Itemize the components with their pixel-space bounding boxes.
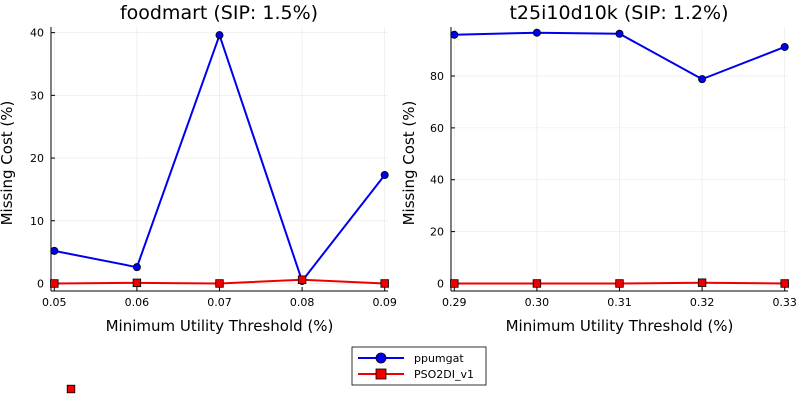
chart-title: foodmart (SIP: 1.5%)	[120, 2, 318, 24]
legend-marker-ppumgat	[375, 352, 387, 364]
data-point-ppumgat	[532, 28, 541, 37]
data-point-PSO2DI_v1	[132, 278, 142, 288]
y-tick-label: 40	[430, 174, 444, 187]
y-tick-label: 40	[30, 27, 44, 40]
data-point-PSO2DI_v1	[215, 279, 224, 288]
x-tick-label: 0.31	[607, 296, 632, 309]
x-tick-label: 0.08	[290, 296, 315, 309]
legend-box	[351, 346, 487, 386]
y-tick-label: 0	[437, 277, 444, 290]
data-point-PSO2DI_v1	[297, 275, 307, 284]
x-tick-label: 0.05	[42, 296, 67, 309]
data-point-PSO2DI_v1	[615, 279, 624, 288]
x-axis-title: Minimum Utility Threshold (%)	[506, 317, 734, 335]
y-tick-label: 10	[30, 215, 44, 228]
data-point-ppumgat	[50, 246, 59, 255]
y-tick-label: 20	[430, 226, 444, 239]
data-point-PSO2DI_v1	[780, 279, 789, 288]
x-tick-label: 0.30	[525, 296, 550, 309]
x-tick-label: 0.32	[690, 296, 715, 309]
y-tick-label: 80	[430, 70, 444, 83]
y-axis-title: Missing Cost (%)	[0, 101, 16, 226]
x-tick-label: 0.06	[125, 296, 150, 309]
y-tick-label: 0	[37, 277, 44, 290]
data-point-ppumgat	[132, 263, 141, 272]
y-tick-label: 30	[30, 89, 44, 102]
plot-panel-1: 0.05 0.06 0.07 0.08 0.09 0 10 20 30 40 foodmart (S…	[0, 2, 397, 335]
data-point-ppumgat	[615, 29, 624, 38]
data-point-ppumgat	[450, 30, 459, 39]
data-point-ppumgat	[380, 170, 389, 179]
legend-label: PSO2DI_v1	[414, 368, 474, 381]
data-point-ppumgat	[215, 31, 224, 40]
chart-title: t25i10d10k (SIP: 1.2%)	[509, 2, 728, 24]
x-axis-title: Minimum Utility Threshold (%)	[106, 317, 334, 335]
legend-marker-PSO2DI_v1	[375, 368, 387, 380]
data-point-PSO2DI_v1	[450, 279, 459, 288]
x-tick-label: 0.29	[442, 296, 467, 309]
data-point-PSO2DI_v1	[50, 279, 59, 288]
y-tick-label: 20	[30, 152, 44, 165]
data-point-PSO2DI_v1	[532, 279, 542, 288]
data-point-PSO2DI_v1	[697, 278, 707, 287]
data-point-PSO2DI_v1	[380, 279, 389, 288]
legend: ppumgat PSO2DI_v1	[351, 346, 487, 386]
y-axis-title: Missing Cost (%)	[400, 101, 418, 226]
stray-marker	[66, 384, 76, 394]
data-point-ppumgat	[698, 75, 707, 84]
data-point-ppumgat	[780, 42, 789, 51]
y-tick-label: 60	[430, 122, 444, 135]
plot-panel-2: 0.29 0.30 0.31 0.32 0.33 0 20 40 60 80 t25i10d10k …	[400, 2, 797, 335]
x-tick-label: 0.09	[372, 296, 397, 309]
legend-label: ppumgat	[414, 352, 464, 365]
x-tick-label: 0.33	[772, 296, 797, 309]
x-tick-label: 0.07	[207, 296, 232, 309]
